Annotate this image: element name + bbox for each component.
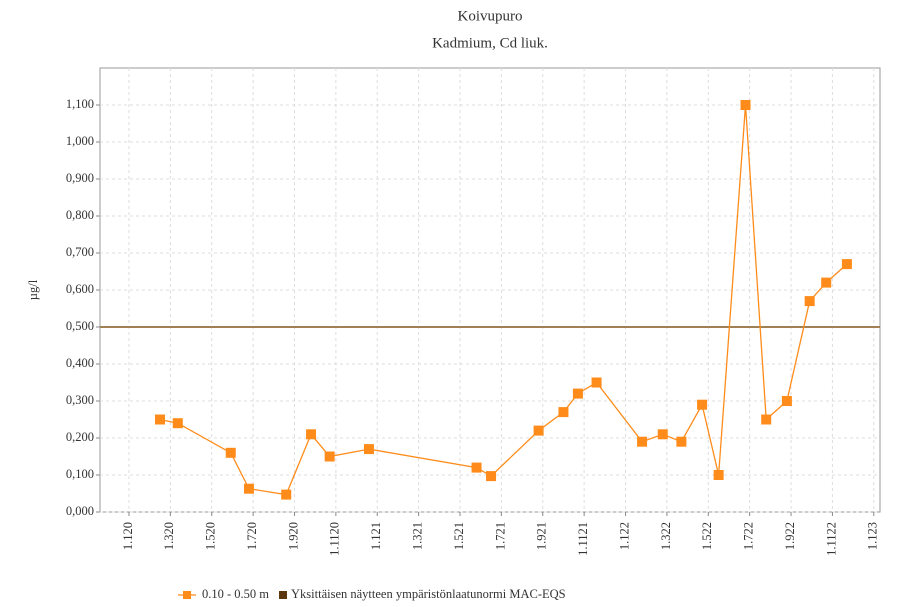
chart-title: Koivupuro <box>458 8 523 24</box>
x-tick-label: 1.1122 <box>824 522 838 556</box>
x-tick-label: 1.520 <box>204 522 218 550</box>
point <box>172 418 183 429</box>
y-tick-label: 0,400 <box>66 356 94 370</box>
y-tick-label: 0,200 <box>66 430 94 444</box>
point <box>225 447 236 458</box>
y-tick-label: 0,300 <box>66 393 94 407</box>
y-tick-label: 0,500 <box>66 319 94 333</box>
point <box>363 444 374 455</box>
point <box>804 296 815 307</box>
point <box>740 100 751 110</box>
y-axis-label: µg/l <box>26 279 40 300</box>
x-tick-label: 1.121 <box>369 522 383 550</box>
chart-subtitle: Kadmium, Cd liuk. <box>432 35 548 51</box>
x-tick-label: 1.721 <box>493 522 507 550</box>
point <box>657 429 668 440</box>
x-tick-label: 1.320 <box>162 522 176 550</box>
point <box>486 471 497 482</box>
point <box>324 451 335 462</box>
x-tick-label: 1.1120 <box>328 522 342 556</box>
x-tick-label: 1.123 <box>866 522 880 550</box>
y-tick-label: 0,000 <box>66 504 94 518</box>
x-tick-label: 1.122 <box>617 522 631 550</box>
legend-marker <box>279 591 288 599</box>
y-tick-label: 0,900 <box>66 171 94 185</box>
x-tick-label: 1.1121 <box>576 522 590 556</box>
point <box>558 407 569 418</box>
point <box>781 396 792 406</box>
point <box>697 399 708 410</box>
y-tick-label: 1,000 <box>66 134 94 148</box>
x-tick-label: 1.521 <box>452 522 466 550</box>
legend-label: Yksittäisen näytteen ympäristönlaatunorm… <box>291 587 566 601</box>
y-tick-label: 0,600 <box>66 282 94 296</box>
y-tick-label: 0,700 <box>66 245 94 259</box>
x-tick-label: 1.920 <box>286 522 300 550</box>
y-tick-label: 0,800 <box>66 208 94 222</box>
x-tick-label: 1.322 <box>659 522 673 550</box>
point <box>572 388 583 399</box>
x-tick-label: 1.321 <box>410 522 424 550</box>
point <box>637 436 648 447</box>
y-tick-label: 1,100 <box>66 97 94 111</box>
x-tick-label: 1.522 <box>700 522 714 550</box>
point <box>155 414 165 425</box>
x-tick-label: 1.722 <box>742 522 756 550</box>
point <box>676 436 687 447</box>
point <box>841 259 852 270</box>
x-tick-label: 1.720 <box>245 522 259 550</box>
point <box>591 377 602 388</box>
x-tick-label: 1.120 <box>121 522 135 550</box>
y-tick-label: 0,100 <box>66 467 94 481</box>
x-tick-label: 1.922 <box>783 522 797 550</box>
legend-marker <box>183 591 191 599</box>
point <box>471 462 482 473</box>
point <box>306 429 317 440</box>
x-tick-label: 1.921 <box>535 522 549 550</box>
point <box>761 414 772 425</box>
point <box>243 483 254 494</box>
point <box>281 489 292 500</box>
point <box>821 277 832 288</box>
point <box>713 470 724 480</box>
legend-label: 0.10 - 0.50 m <box>202 587 269 601</box>
point <box>533 425 544 436</box>
